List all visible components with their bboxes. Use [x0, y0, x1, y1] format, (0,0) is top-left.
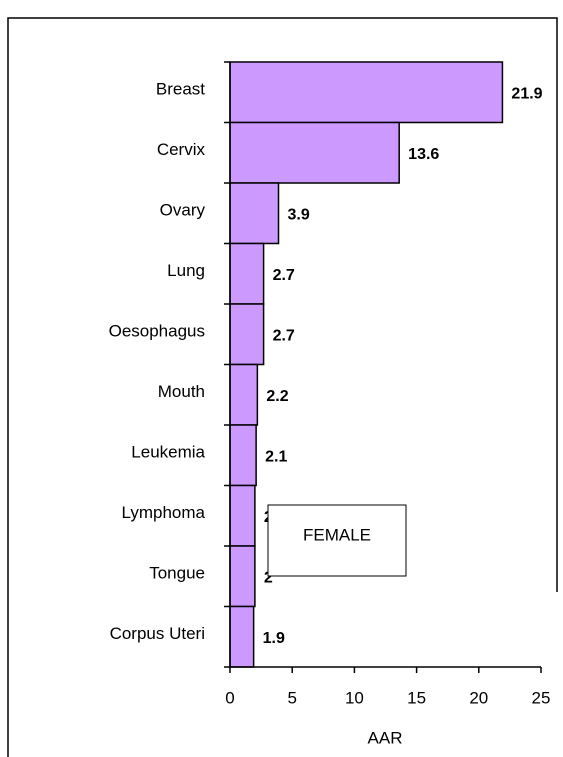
bar [229, 484, 256, 547]
bar [229, 303, 265, 366]
y-tick-label: Cervix [157, 140, 206, 159]
value-label: 13.6 [408, 146, 439, 163]
annotation: FEMALE [303, 525, 371, 544]
x-tick-label: 10 [345, 688, 364, 707]
x-tick-label: 20 [469, 688, 488, 707]
value-label: 1.9 [263, 630, 285, 647]
x-tick-label: 5 [287, 688, 296, 707]
y-tick-label: Lymphoma [122, 503, 206, 522]
x-axis-label: AAR [368, 728, 403, 747]
value-label: 2 [264, 569, 273, 586]
x-tick-label: 0 [225, 688, 234, 707]
bar [229, 121, 400, 184]
y-tick-label: Breast [156, 80, 205, 99]
y-tick-label: Lung [167, 261, 205, 280]
bar [229, 61, 504, 124]
bar [229, 605, 255, 668]
chart-frame [7, 17, 558, 757]
value-label: 21.9 [511, 85, 542, 102]
bar [229, 363, 259, 426]
bar [229, 424, 257, 487]
value-label: 2.2 [266, 388, 288, 405]
x-tick-label: 15 [407, 688, 426, 707]
y-tick-label: Leukemia [131, 443, 205, 462]
value-label: 2.7 [273, 267, 295, 284]
bar [229, 182, 280, 245]
y-tick-label: Corpus Uteri [110, 624, 205, 643]
bar [229, 242, 265, 305]
annotation-box [267, 504, 407, 577]
bar [229, 545, 256, 608]
y-tick-label: Tongue [149, 564, 205, 583]
y-tick-label: Ovary [160, 201, 206, 220]
y-tick-label: Mouth [158, 382, 205, 401]
value-label: 3.9 [288, 206, 310, 223]
x-tick-label: 25 [532, 688, 551, 707]
y-tick-label: Oesophagus [109, 322, 205, 341]
value-label: 2.7 [273, 327, 295, 344]
value-label: 2.1 [265, 448, 287, 465]
